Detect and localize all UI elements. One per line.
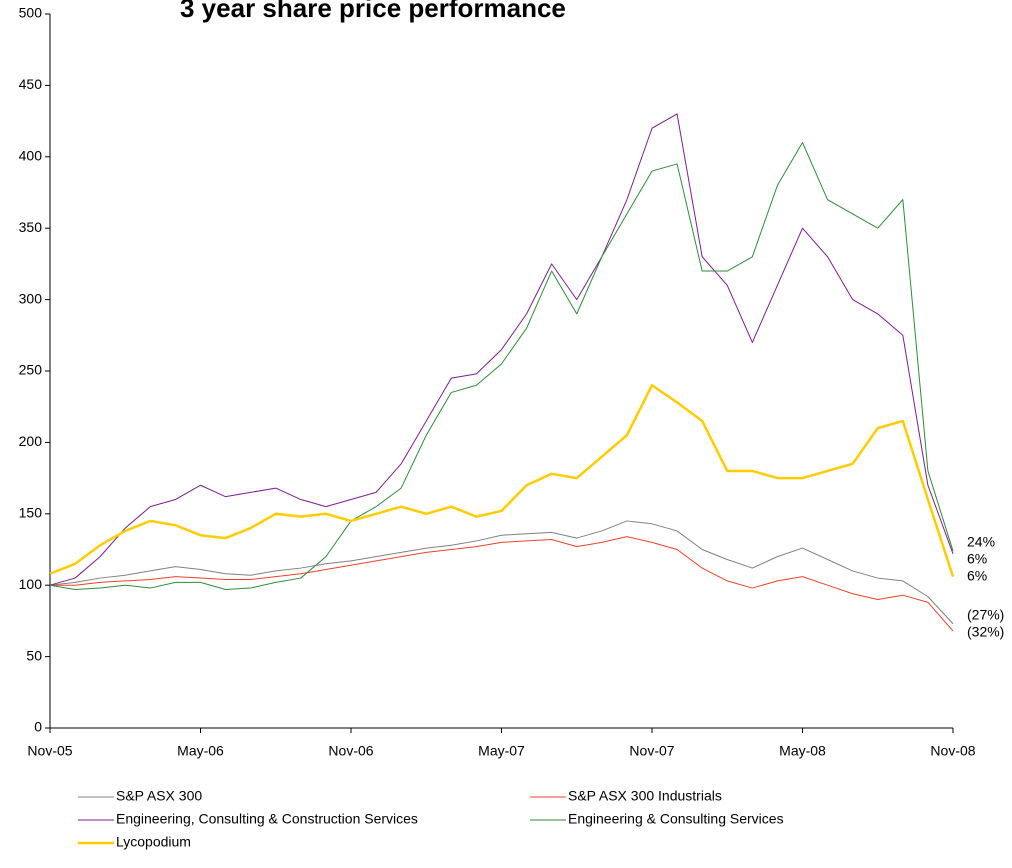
end-label: (32%) [967, 623, 1004, 639]
y-tick-label: 500 [19, 5, 43, 21]
chart-title: 3 year share price performance [180, 0, 566, 23]
legend-label: Engineering, Consulting & Construction S… [116, 811, 418, 827]
x-tick-label: May-08 [779, 743, 826, 759]
legend-label: Engineering & Consulting Services [568, 811, 784, 827]
y-tick-label: 0 [34, 719, 42, 735]
end-label: 6% [967, 568, 987, 584]
x-tick-label: Nov-06 [328, 743, 373, 759]
y-tick-label: 50 [26, 647, 42, 663]
series-line [50, 536, 954, 632]
y-tick-label: 250 [19, 362, 43, 378]
y-tick-label: 450 [19, 76, 43, 92]
y-tick-label: 350 [19, 219, 43, 235]
legend-label: Lycopodium [116, 834, 191, 850]
x-tick-label: Nov-07 [629, 743, 674, 759]
x-tick-label: Nov-08 [930, 743, 975, 759]
end-label: (27%) [967, 606, 1004, 622]
y-tick-label: 200 [19, 433, 43, 449]
y-tick-label: 150 [19, 505, 43, 521]
y-tick-label: 300 [19, 290, 43, 306]
end-label: 24% [967, 534, 995, 550]
legend-label: S&P ASX 300 [116, 788, 202, 804]
legend-label: S&P ASX 300 Industrials [568, 788, 722, 804]
series-line [49, 520, 954, 625]
y-tick-label: 100 [19, 576, 43, 592]
series-line [49, 384, 955, 578]
x-tick-label: May-06 [177, 743, 224, 759]
y-tick-label: 400 [19, 148, 43, 164]
series-line [49, 113, 954, 586]
x-tick-label: May-07 [478, 743, 525, 759]
x-tick-label: Nov-05 [27, 743, 72, 759]
series-line [49, 142, 954, 590]
end-label: 6% [967, 551, 987, 567]
